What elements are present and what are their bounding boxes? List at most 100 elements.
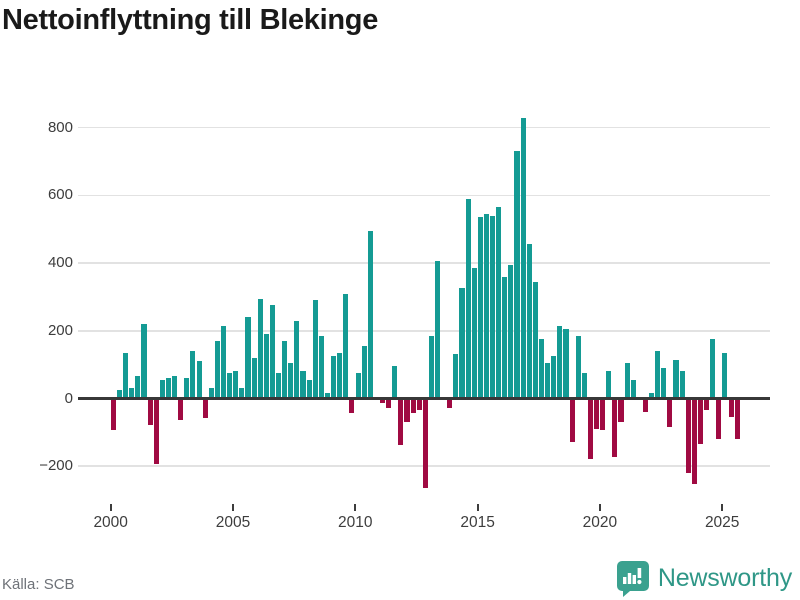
bar-2020Q2 <box>606 371 612 399</box>
bar-2016Q4 <box>520 117 526 399</box>
bar-2006Q1 <box>257 298 263 399</box>
x-tick-label-2005: 2005 <box>215 514 251 531</box>
bar-2003Q4 <box>202 399 208 419</box>
bar-2009Q1 <box>331 356 337 399</box>
bar-2014Q4 <box>471 268 477 399</box>
bar-2008Q3 <box>318 335 324 399</box>
bar-2011Q3 <box>392 366 398 399</box>
bar-2024Q3 <box>710 339 716 399</box>
y-tick-label: 600 <box>47 186 73 204</box>
bar-2014Q2 <box>459 288 465 399</box>
bar-2009Q3 <box>343 293 349 399</box>
bar-2020Q1 <box>600 399 606 431</box>
bar-2010Q3 <box>367 230 373 399</box>
bar-2002Q3 <box>172 376 178 399</box>
bar-2014Q1 <box>453 354 459 399</box>
y-tick-label: 400 <box>47 254 73 272</box>
bar-2023Q2 <box>679 371 685 399</box>
bar-2012Q3 <box>416 399 422 410</box>
y-tick-label: 200 <box>47 321 73 339</box>
zero-axis-line <box>78 397 770 400</box>
x-tick-2025 <box>721 504 724 511</box>
bar-2024Q1 <box>697 399 704 444</box>
y-tick-label: −200 <box>39 457 73 475</box>
bar-2019Q1 <box>575 335 581 399</box>
bar-2012Q4 <box>422 399 428 488</box>
source-attribution: Källa: SCB <box>2 576 75 593</box>
bar-2024Q2 <box>704 399 710 410</box>
bar-2000Q2 <box>117 390 123 399</box>
bar-2009Q2 <box>337 352 343 399</box>
bar-2004Q2 <box>214 340 220 399</box>
bar-2014Q3 <box>465 198 471 399</box>
bar-2005Q1 <box>233 371 239 399</box>
bar-2012Q2 <box>410 399 416 414</box>
bar-2007Q4 <box>300 371 306 399</box>
bar-2016Q1 <box>502 276 508 399</box>
bar-2005Q4 <box>251 357 257 399</box>
y-tick-label: 0 <box>64 389 73 407</box>
bar-2004Q1 <box>208 388 214 399</box>
bar-2003Q3 <box>196 361 202 399</box>
gridline-200 <box>78 330 770 332</box>
bar-2003Q1 <box>184 378 190 399</box>
x-tick-label-2020: 2020 <box>582 514 618 531</box>
bar-2019Q2 <box>581 373 587 399</box>
bar-2021Q4 <box>642 399 648 412</box>
gridline-600 <box>78 194 770 197</box>
x-tick-2005 <box>232 504 234 511</box>
gridline-800 <box>78 126 770 129</box>
bar-2006Q2 <box>263 334 269 399</box>
bar-2010Q2 <box>361 346 367 399</box>
bar-2007Q2 <box>288 362 294 399</box>
bar-2015Q4 <box>496 207 502 399</box>
bar-2022Q2 <box>655 351 661 399</box>
bar-2008Q4 <box>324 393 331 399</box>
bar-2013Q1 <box>428 335 434 399</box>
x-tick-2010 <box>354 504 357 511</box>
bar-2025Q3 <box>734 399 740 439</box>
bar-2001Q1 <box>135 376 141 399</box>
bar-2017Q3 <box>538 339 545 399</box>
bar-2017Q4 <box>545 362 551 399</box>
bar-2007Q1 <box>282 340 288 399</box>
bar-2011Q4 <box>398 399 404 446</box>
bar-2016Q2 <box>508 264 514 399</box>
x-tick-label-2010: 2010 <box>338 514 373 531</box>
bar-2017Q2 <box>532 281 538 399</box>
bar-2020Q3 <box>612 399 618 458</box>
newsworthy-logo: Newsworthy <box>616 560 792 597</box>
bar-2011Q2 <box>386 399 392 409</box>
gridline-400 <box>78 262 770 264</box>
bar-2004Q3 <box>220 325 227 399</box>
bar-2004Q4 <box>227 373 233 399</box>
bar-2001Q2 <box>141 324 147 399</box>
bar-2023Q3 <box>685 399 691 473</box>
bar-2011Q1 <box>379 399 386 404</box>
bar-2023Q4 <box>691 399 697 485</box>
bar-2018Q1 <box>551 356 557 399</box>
bar-2006Q4 <box>276 373 282 399</box>
bar-2025Q1 <box>722 352 728 399</box>
bar-2001Q4 <box>153 399 159 465</box>
bar-2005Q3 <box>245 317 251 399</box>
bar-2015Q2 <box>483 214 489 399</box>
newsworthy-chart-bubble-icon <box>616 560 650 597</box>
bar-2015Q1 <box>477 217 483 399</box>
bar-2025Q2 <box>728 399 734 417</box>
bar-2003Q2 <box>190 351 196 399</box>
bar-2018Q2 <box>557 325 563 399</box>
bar-2021Q1 <box>624 362 630 399</box>
x-tick-label-2015: 2015 <box>460 514 495 531</box>
newsworthy-logo-text: Newsworthy <box>657 564 792 592</box>
bar-2016Q3 <box>514 151 520 399</box>
bar-2018Q4 <box>569 399 575 443</box>
bar-2002Q1 <box>159 379 165 399</box>
bar-2022Q3 <box>661 368 667 399</box>
bar-2020Q4 <box>618 399 624 422</box>
bar-2008Q2 <box>312 300 318 399</box>
bar-2006Q3 <box>269 305 275 399</box>
x-tick-label-2000: 2000 <box>93 514 128 531</box>
